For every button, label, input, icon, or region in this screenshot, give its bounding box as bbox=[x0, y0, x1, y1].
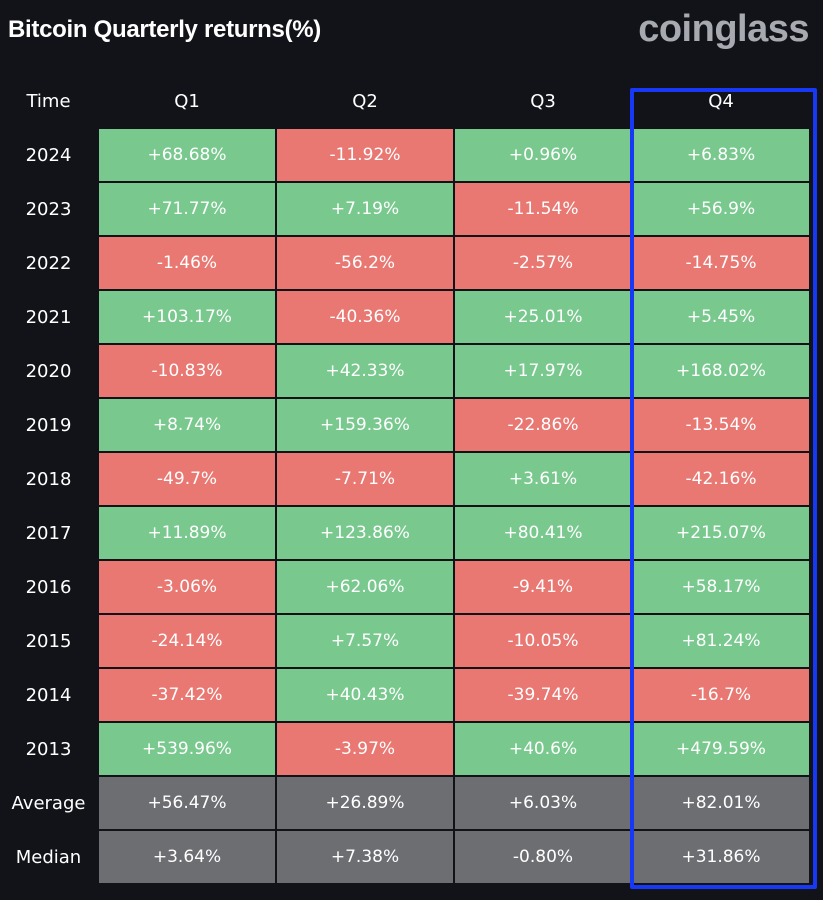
column-header-time: Time bbox=[26, 90, 71, 112]
summary-cell-median-q3: -0.80% bbox=[455, 831, 631, 883]
return-cell-2024-q3: +0.96% bbox=[455, 129, 631, 181]
row-label-2013: 2013 bbox=[25, 738, 72, 760]
return-cell-2022-q1: -1.46% bbox=[99, 237, 275, 289]
row-label-median: Median bbox=[15, 846, 82, 868]
return-cell-2023-q3: -11.54% bbox=[455, 183, 631, 235]
return-cell-2024-q2: -11.92% bbox=[277, 129, 453, 181]
row-label-2014: 2014 bbox=[25, 684, 72, 706]
row-label-2015: 2015 bbox=[25, 630, 72, 652]
return-cell-2019-q1: +8.74% bbox=[99, 399, 275, 451]
return-cell-2014-q4: -16.7% bbox=[633, 669, 809, 721]
column-header-q4: Q4 bbox=[708, 90, 734, 112]
return-cell-2022-q4: -14.75% bbox=[633, 237, 809, 289]
return-cell-2018-q3: +3.61% bbox=[455, 453, 631, 505]
return-cell-2023-q1: +71.77% bbox=[99, 183, 275, 235]
return-cell-2016-q3: -9.41% bbox=[455, 561, 631, 613]
summary-cell-average-q1: +56.47% bbox=[99, 777, 275, 829]
returns-table: Time Q1 Q2 Q3 Q4 2024 +68.68% -11.92% +0.96% +6.8… bbox=[0, 75, 809, 883]
return-cell-2015-q2: +7.57% bbox=[277, 615, 453, 667]
return-cell-2023-q2: +7.19% bbox=[277, 183, 453, 235]
return-cell-2017-q4: +215.07% bbox=[633, 507, 809, 559]
return-cell-2013-q1: +539.96% bbox=[99, 723, 275, 775]
return-cell-2014-q3: -39.74% bbox=[455, 669, 631, 721]
summary-cell-median-q2: +7.38% bbox=[277, 831, 453, 883]
column-header-q3: Q3 bbox=[530, 90, 556, 112]
return-cell-2017-q1: +11.89% bbox=[99, 507, 275, 559]
return-cell-2022-q2: -56.2% bbox=[277, 237, 453, 289]
return-cell-2018-q4: -42.16% bbox=[633, 453, 809, 505]
row-label-2016: 2016 bbox=[25, 576, 72, 598]
return-cell-2016-q2: +62.06% bbox=[277, 561, 453, 613]
return-cell-2024-q1: +68.68% bbox=[99, 129, 275, 181]
summary-cell-average-q4: +82.01% bbox=[633, 777, 809, 829]
row-label-2022: 2022 bbox=[25, 252, 72, 274]
row-label-2020: 2020 bbox=[25, 360, 72, 382]
return-cell-2017-q3: +80.41% bbox=[455, 507, 631, 559]
return-cell-2021-q4: +5.45% bbox=[633, 291, 809, 343]
return-cell-2016-q1: -3.06% bbox=[99, 561, 275, 613]
return-cell-2021-q1: +103.17% bbox=[99, 291, 275, 343]
column-header-q1: Q1 bbox=[174, 90, 200, 112]
return-cell-2020-q4: +168.02% bbox=[633, 345, 809, 397]
return-cell-2014-q1: -37.42% bbox=[99, 669, 275, 721]
row-label-average: Average bbox=[11, 792, 86, 814]
return-cell-2019-q4: -13.54% bbox=[633, 399, 809, 451]
return-cell-2013-q3: +40.6% bbox=[455, 723, 631, 775]
summary-cell-median-q1: +3.64% bbox=[99, 831, 275, 883]
return-cell-2020-q2: +42.33% bbox=[277, 345, 453, 397]
return-cell-2020-q1: -10.83% bbox=[99, 345, 275, 397]
return-cell-2022-q3: -2.57% bbox=[455, 237, 631, 289]
row-label-2021: 2021 bbox=[25, 306, 72, 328]
return-cell-2016-q4: +58.17% bbox=[633, 561, 809, 613]
summary-cell-average-q2: +26.89% bbox=[277, 777, 453, 829]
chart-title: Bitcoin Quarterly returns(%) bbox=[8, 16, 321, 43]
return-cell-2017-q2: +123.86% bbox=[277, 507, 453, 559]
return-cell-2019-q3: -22.86% bbox=[455, 399, 631, 451]
return-cell-2015-q4: +81.24% bbox=[633, 615, 809, 667]
return-cell-2024-q4: +6.83% bbox=[633, 129, 809, 181]
return-cell-2018-q1: -49.7% bbox=[99, 453, 275, 505]
row-label-2023: 2023 bbox=[25, 198, 72, 220]
return-cell-2013-q4: +479.59% bbox=[633, 723, 809, 775]
row-label-2017: 2017 bbox=[25, 522, 72, 544]
row-label-2019: 2019 bbox=[25, 414, 72, 436]
return-cell-2021-q2: -40.36% bbox=[277, 291, 453, 343]
return-cell-2015-q3: -10.05% bbox=[455, 615, 631, 667]
coinglass-logo: coinglass bbox=[638, 8, 809, 50]
return-cell-2014-q2: +40.43% bbox=[277, 669, 453, 721]
column-header-q2: Q2 bbox=[352, 90, 378, 112]
return-cell-2020-q3: +17.97% bbox=[455, 345, 631, 397]
return-cell-2015-q1: -24.14% bbox=[99, 615, 275, 667]
summary-cell-median-q4: +31.86% bbox=[633, 831, 809, 883]
row-label-2018: 2018 bbox=[25, 468, 72, 490]
return-cell-2023-q4: +56.9% bbox=[633, 183, 809, 235]
row-label-2024: 2024 bbox=[25, 144, 72, 166]
return-cell-2018-q2: -7.71% bbox=[277, 453, 453, 505]
return-cell-2021-q3: +25.01% bbox=[455, 291, 631, 343]
summary-cell-average-q3: +6.03% bbox=[455, 777, 631, 829]
return-cell-2013-q2: -3.97% bbox=[277, 723, 453, 775]
return-cell-2019-q2: +159.36% bbox=[277, 399, 453, 451]
